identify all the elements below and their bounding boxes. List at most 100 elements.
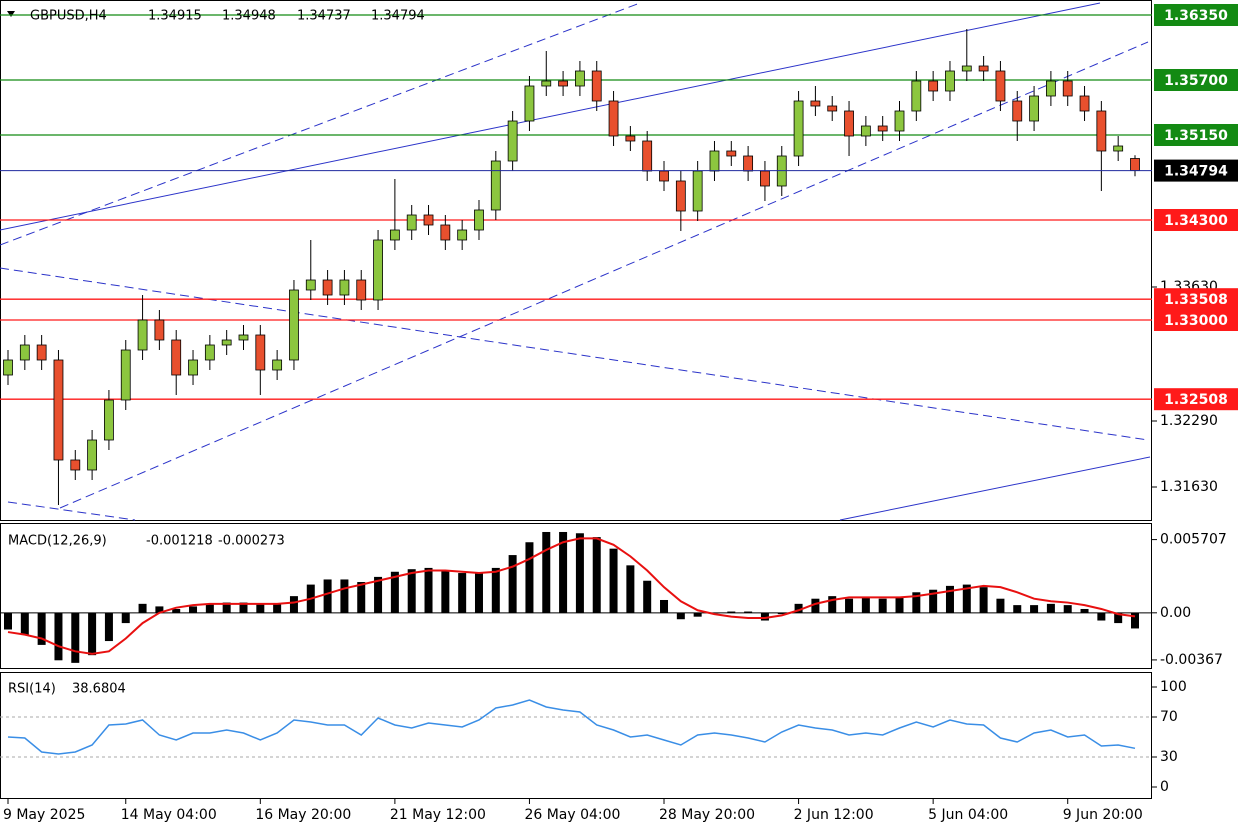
candle-body: [1079, 95, 1090, 112]
candle-body: [373, 239, 383, 301]
ohlc-value: 1.34794: [371, 9, 425, 24]
macd-bar: [54, 612, 63, 661]
candle-body: [204, 344, 215, 361]
x-tick-label: 14 May 04:00: [121, 807, 217, 823]
trend-line: [839, 456, 1151, 521]
level-label: 1.34300: [1164, 213, 1228, 229]
candle-body: [289, 289, 299, 361]
candle-body: [1062, 80, 1073, 97]
macd-bar: [996, 598, 1005, 613]
candle-body: [238, 334, 249, 341]
level-label: 1.33508: [1164, 292, 1228, 308]
macd-bar: [660, 599, 669, 613]
macd-bar: [912, 592, 921, 613]
candle-body: [305, 279, 316, 291]
menu-arrow[interactable]: [7, 11, 15, 17]
trend-line: [0, 2, 641, 246]
candle-body: [827, 105, 838, 112]
macd-bar: [626, 565, 635, 613]
macd-bar: [1097, 612, 1106, 621]
candle-body: [675, 180, 686, 212]
macd-bar: [37, 612, 46, 645]
macd-bar: [777, 612, 786, 615]
macd-bar: [222, 602, 231, 613]
macd-bar: [239, 602, 248, 613]
trend-lines: [0, 2, 1151, 521]
level-label-box: [1154, 69, 1238, 91]
candle-body: [928, 80, 939, 92]
y-tick-label: 0: [1160, 779, 1169, 795]
macd-bar: [121, 612, 130, 624]
candle-body: [793, 100, 804, 157]
candle-body: [120, 349, 131, 401]
macd-bar: [104, 612, 113, 642]
macd-bar: [643, 580, 652, 613]
macd-bar: [945, 585, 954, 613]
macd-bar: [794, 603, 803, 613]
candle-body: [53, 359, 64, 461]
macd-bar: [575, 533, 584, 613]
macd-bar: [407, 569, 416, 613]
macd-bar: [1131, 612, 1139, 629]
ohlc-value: 1.34737: [297, 9, 351, 24]
level-label: 1.35150: [1164, 128, 1228, 144]
macd-bar: [676, 612, 685, 620]
candle-body: [608, 100, 619, 137]
rsi-panel: [0, 672, 1152, 799]
macd-bar: [979, 587, 988, 613]
indicator-title: RSI(14): [8, 682, 56, 697]
macd-bar: [1030, 605, 1039, 613]
macd-bar: [138, 603, 147, 613]
macd-bar: [592, 537, 601, 613]
candle-body: [709, 150, 720, 172]
candle-body: [810, 100, 821, 107]
level-label-box: [1154, 388, 1238, 411]
candle-body: [961, 65, 972, 72]
candle-body: [558, 80, 568, 87]
indicator-value: -0.001218: [146, 534, 213, 549]
macd-bar: [491, 567, 500, 613]
chart-title: GBPUSD,H4: [30, 9, 107, 24]
candle-body: [1012, 100, 1023, 122]
x-tick-label: 28 May 20:00: [659, 807, 755, 823]
trend-line: [7, 501, 136, 521]
macd-bar: [542, 531, 551, 613]
ohlc-value: 1.34915: [148, 9, 202, 24]
y-tick-label: -0.00367: [1160, 652, 1223, 668]
y-tick-label: 100: [1160, 679, 1187, 695]
rsi-line: [7, 699, 1136, 755]
level-label-box: [1154, 209, 1238, 231]
candle-body: [440, 224, 451, 241]
macd-bar: [273, 603, 282, 613]
candle-body: [3, 359, 13, 376]
macd-bar: [88, 612, 97, 656]
macd-bar: [323, 579, 332, 613]
candle-body: [743, 155, 754, 172]
candle-body: [978, 65, 989, 72]
y-tick-label: 1.31630: [1160, 479, 1218, 495]
candle-body: [70, 459, 81, 471]
level-label: 1.36350: [1164, 8, 1228, 24]
macd-bar: [895, 597, 904, 613]
candle-body: [591, 70, 602, 102]
macd-bar: [811, 598, 820, 613]
x-tick-label: 9 May 2025: [3, 807, 85, 823]
candle-body: [322, 279, 333, 296]
x-tick-label: 5 Jun 04:00: [928, 807, 1008, 823]
macd-bar: [189, 606, 198, 613]
y-tick-label: 30: [1160, 749, 1178, 765]
macd-bar: [71, 612, 80, 663]
candle-body: [457, 229, 468, 241]
candle-body: [490, 160, 501, 211]
macd-bar: [760, 612, 769, 621]
macd-bar: [525, 542, 534, 613]
candle-body: [339, 279, 350, 296]
candle-body: [507, 120, 518, 162]
candle-body: [877, 125, 888, 132]
macd-bar: [289, 596, 298, 613]
indicator-value: -0.000273: [218, 534, 285, 549]
price-panel: [0, 0, 1152, 521]
macd-bar: [1046, 603, 1055, 613]
x-tick-label: 16 May 20:00: [255, 807, 351, 823]
macd-bar: [559, 531, 568, 613]
